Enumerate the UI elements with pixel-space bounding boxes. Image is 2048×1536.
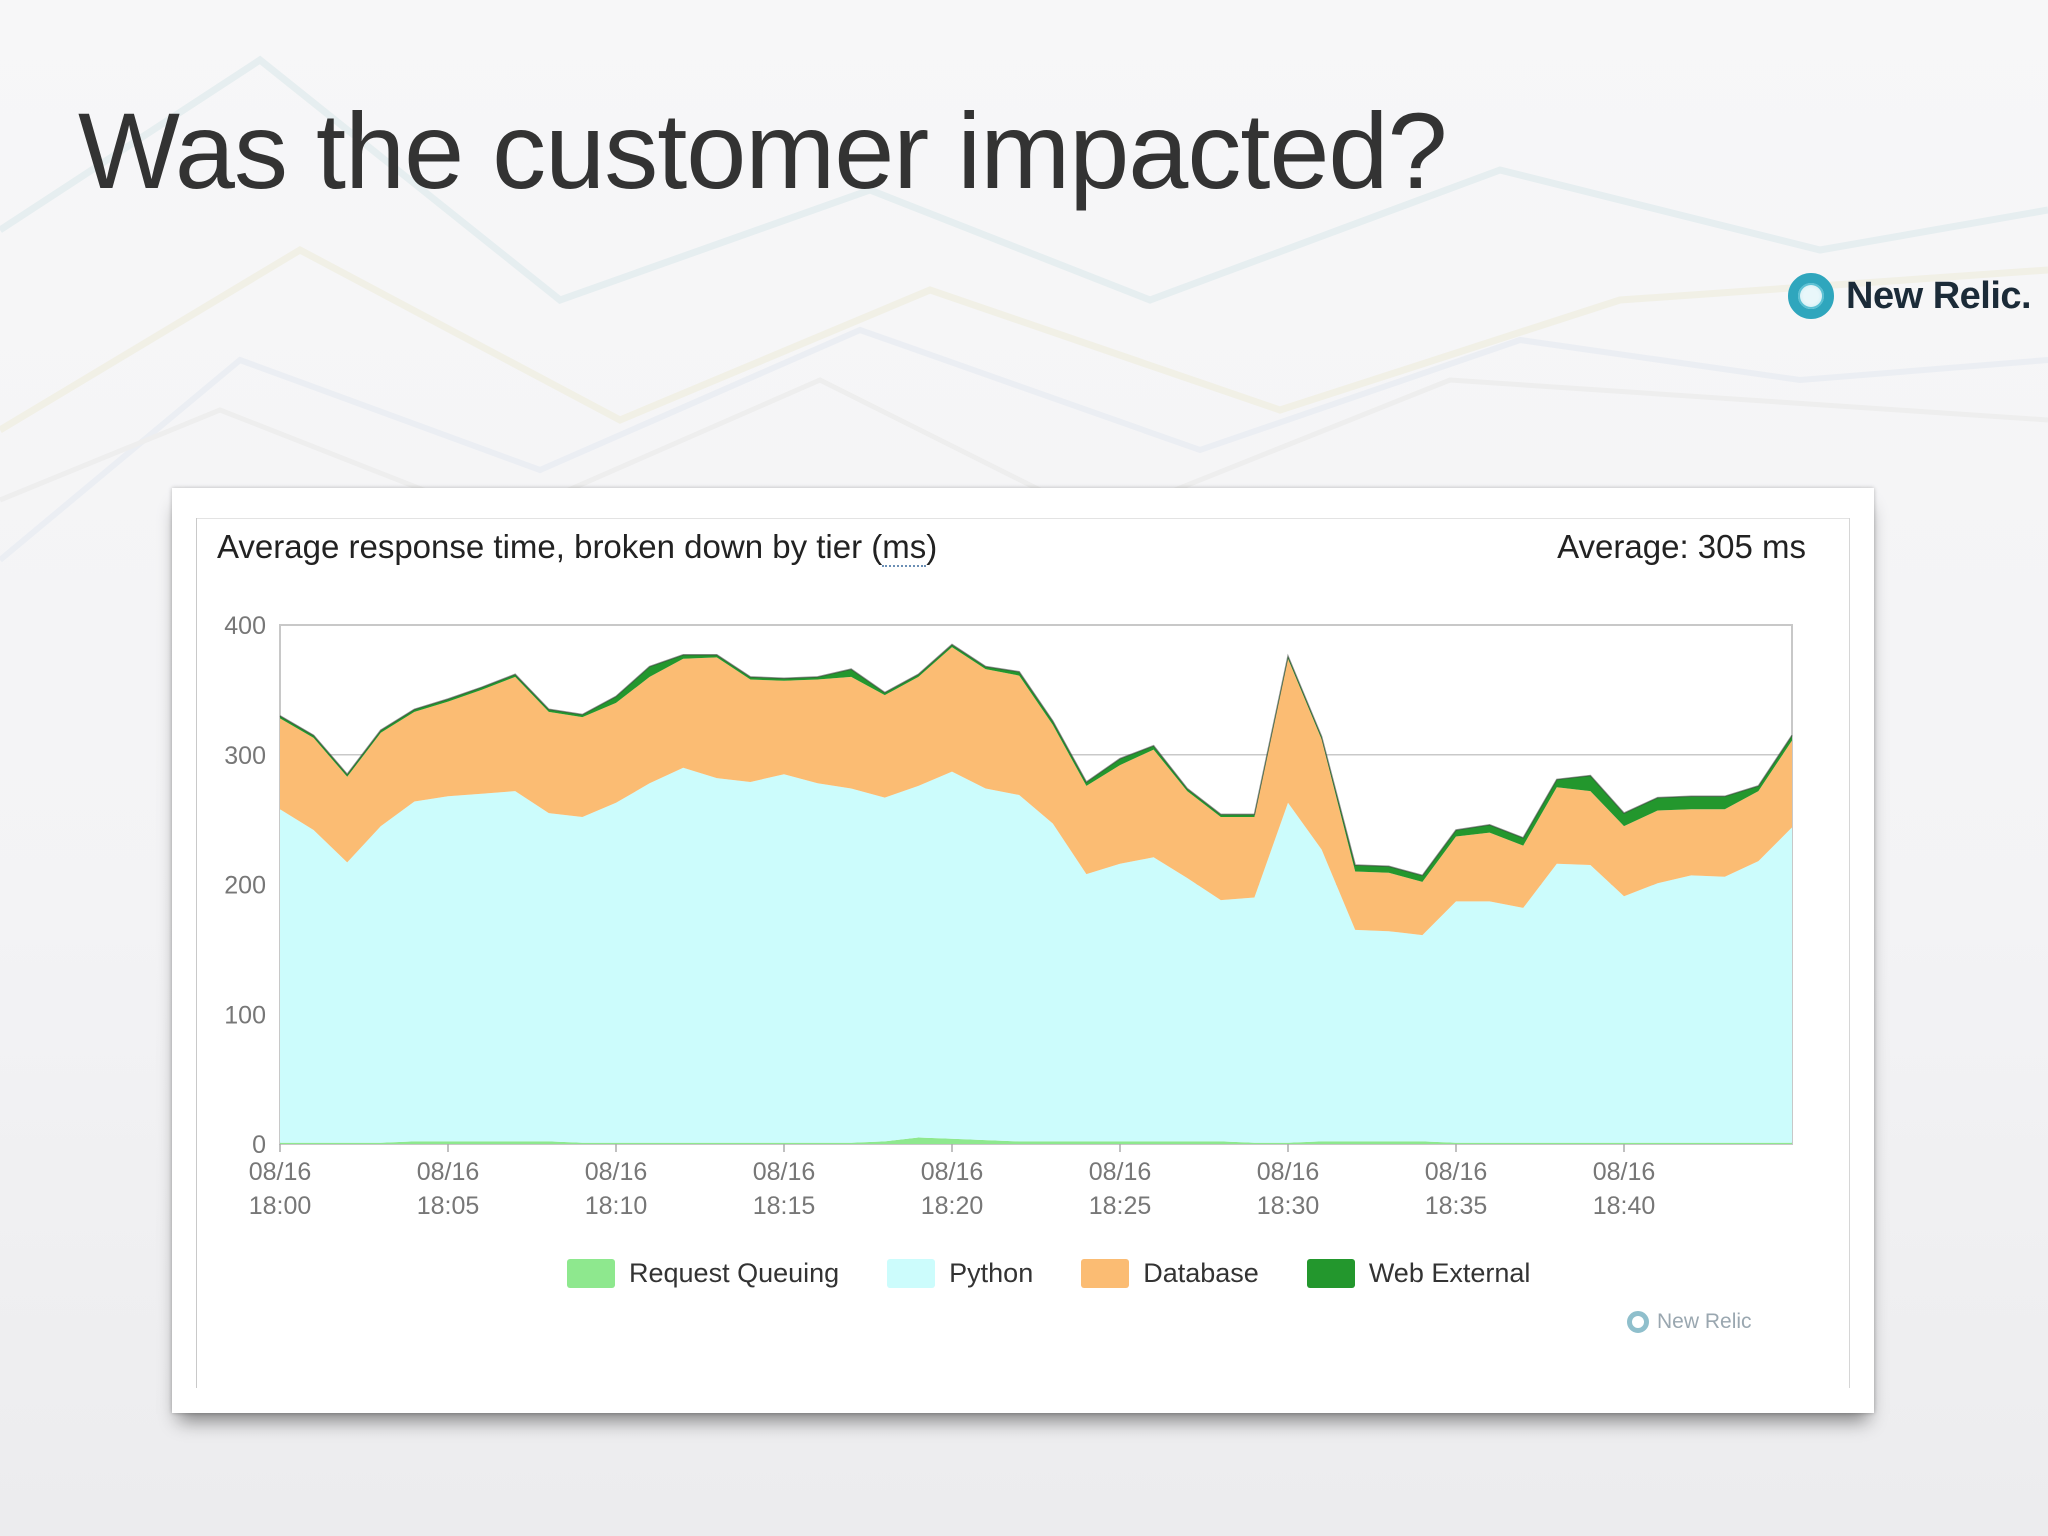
chart-title-text: Average response time, broken down by ti… xyxy=(217,528,883,565)
series-area-database xyxy=(280,647,1792,936)
background-decoration xyxy=(0,55,2048,563)
x-tick-time: 18:10 xyxy=(585,1192,648,1220)
panel-border xyxy=(196,518,1850,519)
x-tick-time: 18:00 xyxy=(249,1192,312,1220)
area-chart: 0 100 200 300 400 08/16 18:00 08/16 18:05 08/16 18… xyxy=(224,612,1793,1220)
legend-swatch xyxy=(1081,1259,1130,1288)
legend-swatch xyxy=(567,1259,615,1288)
y-tick-label: 100 xyxy=(224,1001,266,1029)
total-outline xyxy=(279,643,1793,877)
legend-swatch xyxy=(1306,1259,1355,1288)
legend-item[interactable]: Request Queuing xyxy=(567,1258,839,1289)
x-tick-date: 08/16 xyxy=(1425,1158,1488,1186)
watermark-text: New Relic xyxy=(1657,1310,1752,1333)
legend-label: Python xyxy=(949,1258,1034,1288)
panel-border xyxy=(196,518,197,1388)
legend-item[interactable]: Database xyxy=(1081,1258,1259,1289)
x-tick-date: 08/16 xyxy=(585,1158,648,1186)
new-relic-watermark-icon xyxy=(1627,1311,1649,1333)
x-tick-date: 08/16 xyxy=(417,1158,480,1186)
x-tick-time: 18:05 xyxy=(417,1192,480,1220)
x-tick-time: 18:35 xyxy=(1425,1192,1488,1220)
x-tick-date: 08/16 xyxy=(753,1158,816,1186)
series-area-request-queuing xyxy=(280,1137,1792,1144)
chart-title: Average response time, broken down by ti… xyxy=(217,528,938,567)
panel-border xyxy=(1849,518,1850,1388)
y-tick-label: 300 xyxy=(224,742,266,770)
x-tick-time: 18:40 xyxy=(1593,1192,1656,1220)
brand-logo: New Relic. xyxy=(1788,273,2032,319)
x-tick-time: 18:30 xyxy=(1257,1192,1320,1220)
x-tick-time: 18:15 xyxy=(753,1192,816,1220)
chart-legend: Request Queuing Python Database Web Externa… xyxy=(567,1258,1578,1289)
x-tick-date: 08/16 xyxy=(921,1158,984,1186)
legend-item[interactable]: Python xyxy=(887,1258,1033,1289)
legend-item[interactable]: Web External xyxy=(1306,1258,1531,1289)
y-tick-label: 200 xyxy=(224,872,266,900)
x-tick-date: 08/16 xyxy=(1593,1158,1656,1186)
unit-abbreviation[interactable]: ms xyxy=(882,528,927,567)
chart-frame: Average response time, broken down by ti… xyxy=(172,488,1874,1413)
chart-watermark: New Relic xyxy=(1627,1310,1752,1334)
x-tick-date: 08/16 xyxy=(1257,1158,1320,1186)
x-tick-date: 08/16 xyxy=(249,1158,312,1186)
average-value: Average: 305 ms xyxy=(1557,528,1806,565)
y-tick-label: 0 xyxy=(252,1131,266,1159)
legend-label: Web External xyxy=(1368,1258,1531,1288)
legend-label: Database xyxy=(1143,1258,1259,1288)
slide-title: Was the customer impacted? xyxy=(78,90,1448,211)
brand-name: New Relic. xyxy=(1846,274,2032,317)
legend-swatch xyxy=(887,1259,936,1288)
series-area-python xyxy=(280,767,1792,1143)
new-relic-logo-icon xyxy=(1788,273,1834,319)
x-tick-time: 18:25 xyxy=(1089,1192,1152,1220)
chart-title-suffix: ) xyxy=(926,528,938,565)
y-tick-label: 400 xyxy=(224,612,266,640)
x-tick-date: 08/16 xyxy=(1089,1158,1152,1186)
legend-label: Request Queuing xyxy=(629,1258,840,1288)
x-tick-time: 18:20 xyxy=(921,1192,984,1220)
